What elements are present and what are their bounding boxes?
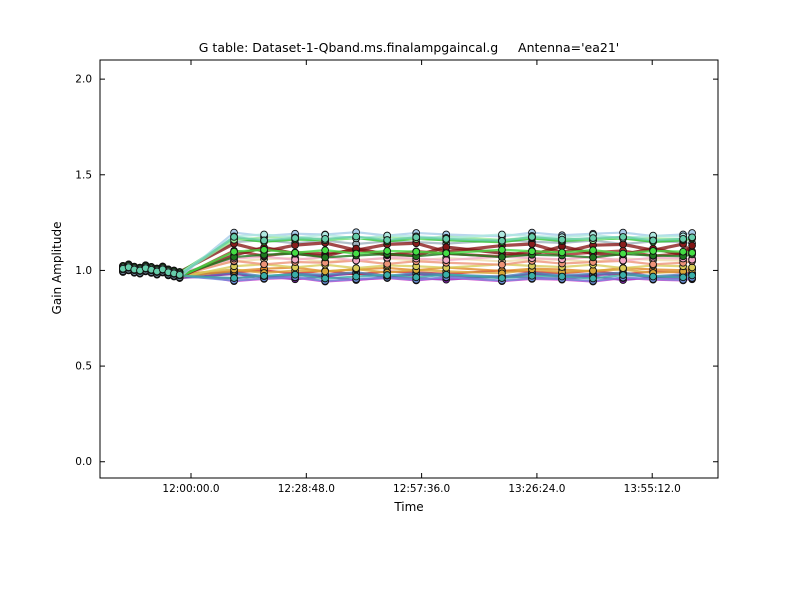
data-point-aquamarine	[175, 270, 184, 279]
data-point-lime-green	[619, 249, 627, 258]
data-point-aquamarine	[619, 233, 627, 241]
data-point-salmon	[260, 260, 268, 269]
series-markers	[119, 228, 696, 286]
data-point-teal	[260, 271, 268, 280]
data-point-lime-green	[291, 248, 299, 257]
data-point-aquamarine	[498, 236, 506, 245]
x-tick-label: 12:57:36.0	[393, 483, 450, 495]
data-point-teal	[558, 272, 566, 281]
chart-title: G table: Dataset-1-Qband.ms.finalampgain…	[198, 40, 620, 55]
data-point-teal	[321, 274, 329, 283]
data-point-teal	[688, 271, 696, 280]
x-tick-label: 13:26:24.0	[508, 483, 565, 495]
data-point-teal	[230, 274, 238, 282]
data-point-goldenrod	[321, 267, 329, 276]
data-point-lime-green	[383, 247, 392, 255]
data-point-aquamarine	[679, 235, 687, 243]
data-point-aquamarine	[352, 232, 361, 241]
data-point-teal	[291, 270, 299, 279]
y-tick-label: 0.5	[75, 361, 92, 373]
y-tick-label: 1.5	[75, 169, 92, 181]
x-tick-label: 12:00:00.0	[162, 483, 219, 495]
data-point-lime-green	[589, 246, 597, 255]
data-point-aquamarine	[260, 236, 268, 245]
y-tick-label: 0.0	[75, 456, 92, 468]
data-point-teal	[619, 271, 627, 279]
y-axis-label: Gain Amplitude	[50, 221, 64, 315]
x-tick-label: 12:28:48.0	[278, 483, 335, 495]
data-point-aquamarine	[528, 233, 536, 241]
data-point-aquamarine	[649, 236, 657, 245]
data-point-lime-green	[649, 247, 657, 255]
data-point-aquamarine	[230, 233, 238, 241]
data-point-teal	[383, 271, 392, 279]
data-point-aquamarine	[442, 235, 451, 243]
data-point-lime-green	[688, 248, 696, 257]
data-point-dark-green	[321, 253, 329, 262]
data-point-teal	[589, 274, 597, 283]
axes-frame: 12:00:00.0 12:28:48.0 12:57:36.0 13:26:24.0…	[75, 59, 719, 495]
data-point-teal	[412, 273, 421, 282]
data-point-lime-green	[352, 249, 361, 258]
data-point-pale-turquoise	[498, 230, 506, 239]
data-point-aquamarine	[589, 234, 597, 242]
data-point-lime-green	[679, 247, 687, 256]
data-point-teal	[649, 272, 657, 281]
y-tick-label: 2.0	[75, 74, 92, 86]
data-point-lime-green	[230, 247, 238, 256]
x-axis-label: Time	[394, 500, 424, 514]
data-point-aquamarine	[558, 235, 566, 244]
data-point-lime-green	[260, 245, 268, 254]
data-point-khaki	[352, 264, 361, 272]
series-lines	[121, 231, 694, 283]
data-point-salmon	[498, 260, 506, 269]
data-point-maroon	[688, 241, 696, 250]
plot-border	[99, 59, 719, 479]
data-point-aquamarine	[291, 234, 299, 242]
data-point-dark-green	[589, 253, 597, 262]
y-tick-label: 1.0	[75, 265, 92, 277]
data-point-teal	[498, 274, 506, 282]
data-point-salmon	[649, 260, 657, 269]
data-point-teal	[528, 271, 536, 280]
data-point-aquamarine	[688, 233, 696, 242]
data-point-teal	[442, 270, 451, 279]
data-point-teal	[679, 273, 687, 282]
data-point-lime-green	[442, 249, 451, 258]
data-point-aquamarine	[412, 233, 421, 242]
data-point-lime-green	[558, 248, 566, 257]
x-tick-label: 13:55:12.0	[624, 483, 681, 495]
data-point-dark-green	[498, 253, 506, 261]
data-point-khaki	[619, 264, 627, 272]
data-point-aquamarine	[321, 235, 329, 243]
data-point-lime-green	[498, 245, 506, 254]
data-point-aquamarine	[383, 236, 392, 244]
data-point-teal	[352, 272, 361, 281]
data-point-lime-green	[528, 247, 536, 256]
data-point-lime-green	[412, 247, 421, 256]
data-point-light-pink	[442, 256, 451, 264]
data-point-lime-green	[321, 246, 329, 255]
